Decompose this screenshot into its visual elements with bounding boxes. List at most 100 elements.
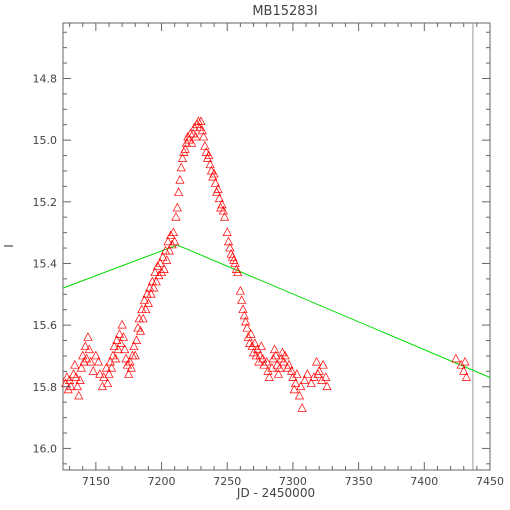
data-point — [141, 304, 151, 314]
data-point — [107, 363, 117, 372]
data-point — [153, 261, 163, 270]
data-point — [233, 267, 243, 277]
data-point — [135, 326, 146, 335]
data-point — [302, 369, 312, 378]
data-point — [91, 350, 101, 360]
data-point — [63, 384, 73, 394]
data-point — [238, 304, 248, 314]
y-tick-label: 15.4 — [33, 257, 58, 270]
data-point — [74, 390, 84, 400]
data-point — [268, 353, 278, 363]
data-point — [306, 378, 316, 388]
data-point — [64, 375, 75, 384]
data-point — [296, 381, 306, 391]
data-point — [175, 174, 185, 184]
data-point — [126, 363, 136, 372]
data-point — [88, 366, 98, 375]
data-point — [189, 122, 199, 132]
data-point — [174, 187, 184, 196]
data-point — [204, 150, 214, 159]
data-point — [205, 159, 215, 169]
data-point — [288, 372, 298, 381]
data-point — [114, 329, 125, 338]
data-point — [256, 341, 266, 351]
data-point — [309, 372, 319, 381]
y-tick-label: 15.2 — [33, 196, 58, 209]
data-point — [176, 162, 186, 172]
data-point — [113, 344, 123, 354]
data-point — [151, 276, 161, 286]
data-point — [321, 372, 331, 381]
data-point — [159, 264, 169, 273]
data-point — [70, 359, 80, 369]
data-point — [166, 230, 176, 240]
data-point — [84, 344, 94, 354]
data-point — [242, 322, 252, 332]
data-point — [461, 372, 471, 381]
data-point — [214, 193, 224, 203]
y-tick-label: 14.8 — [33, 72, 58, 85]
data-point — [101, 363, 111, 372]
data-point — [177, 153, 188, 162]
x-tick-label: 7200 — [148, 475, 176, 488]
data-point — [130, 350, 140, 360]
data-point — [280, 350, 290, 360]
data-point — [237, 295, 247, 304]
data-point — [121, 353, 131, 363]
data-point — [456, 359, 466, 369]
y-tick-label: 16.0 — [33, 442, 58, 455]
data-point — [246, 329, 256, 338]
x-axis: 7150 7200 7250 7300 7350 7400 7450 — [69, 23, 504, 488]
data-point — [83, 332, 93, 341]
data-point — [134, 313, 144, 323]
data-point — [318, 359, 328, 369]
data-point — [76, 363, 86, 372]
data-point — [220, 211, 230, 221]
data-point — [198, 131, 209, 141]
data-point — [162, 255, 172, 264]
data-point — [218, 205, 228, 215]
data-point — [235, 285, 245, 295]
data-point — [292, 369, 302, 378]
data-point — [271, 350, 281, 360]
x-tick-label: 7150 — [82, 475, 110, 488]
x-axis-label: JD - 2450000 — [236, 486, 315, 500]
data-point — [149, 282, 159, 292]
data-point — [200, 141, 210, 150]
data-point — [314, 366, 324, 375]
data-point — [150, 267, 160, 277]
x-tick-label: 7450 — [476, 475, 504, 488]
data-point — [170, 236, 180, 246]
x-tick-label: 7350 — [345, 475, 373, 488]
data-point — [259, 359, 269, 369]
data-point — [187, 137, 197, 147]
data-point — [155, 258, 165, 267]
data-point — [168, 227, 178, 236]
y-axis-label: I — [2, 244, 16, 248]
data-point — [209, 168, 219, 178]
data-point — [104, 369, 114, 378]
data-point — [146, 289, 156, 298]
data-point — [241, 316, 251, 326]
data-point — [79, 356, 89, 366]
data-point — [118, 332, 129, 341]
data-point — [71, 372, 81, 381]
data-point — [264, 372, 274, 381]
data-point — [167, 239, 177, 249]
data-point — [82, 353, 92, 363]
data-point — [225, 242, 235, 252]
data-point — [156, 267, 167, 277]
data-point — [93, 356, 104, 366]
x-tick-label: 7400 — [410, 475, 438, 488]
data-point — [129, 341, 139, 351]
data-point — [222, 227, 232, 236]
data-point — [143, 298, 153, 307]
data-point — [313, 369, 323, 378]
data-point — [273, 369, 284, 378]
data-point — [154, 270, 164, 280]
data-point — [317, 375, 327, 384]
data-point — [459, 366, 469, 375]
data-point — [86, 356, 96, 366]
data-point — [297, 403, 307, 412]
